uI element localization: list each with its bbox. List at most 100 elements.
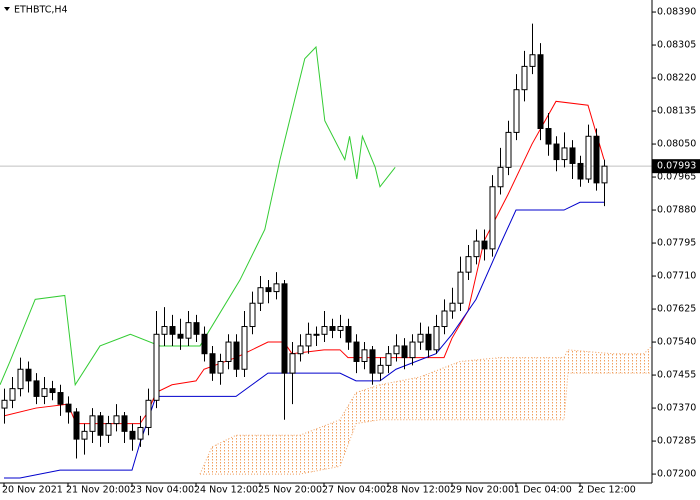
- candle-body: [137, 426, 144, 440]
- candle-body: [417, 333, 424, 343]
- y-tick-label: 0.07625: [657, 304, 696, 315]
- candle-body: [537, 54, 544, 130]
- candle-body: [353, 341, 360, 362]
- candle-body: [73, 411, 80, 440]
- menu-arrow[interactable]: [4, 7, 10, 11]
- candle-body: [465, 256, 472, 273]
- candle-body: [529, 54, 536, 67]
- y-tick-label: 0.07200: [657, 469, 696, 480]
- candle-body: [401, 345, 408, 359]
- candle-body: [65, 403, 72, 413]
- candle-body: [545, 128, 552, 145]
- candle-body: [369, 349, 376, 374]
- cloud-lower: [200, 372, 652, 475]
- candle-body: [377, 364, 384, 374]
- y-tick-label: 0.07540: [657, 337, 696, 348]
- x-tick-label: 20 Nov 2021: [2, 485, 63, 496]
- candle-body: [241, 326, 248, 370]
- candle-body: [113, 415, 120, 425]
- candle-body: [337, 326, 344, 331]
- candle-body: [473, 240, 480, 258]
- candle-body: [201, 333, 208, 355]
- x-tick-label: 27 Nov 04:00: [322, 485, 386, 496]
- candle-body: [25, 368, 32, 382]
- cloud-fill: [200, 345, 652, 475]
- candle-body: [305, 333, 312, 347]
- candle-body: [297, 345, 304, 355]
- candle-body: [449, 302, 456, 312]
- candle-body: [409, 341, 416, 359]
- last-price-label: 0.07993: [657, 161, 696, 172]
- candle-body: [497, 166, 504, 188]
- candle-body: [121, 415, 128, 432]
- candle-body: [481, 240, 488, 250]
- candle-body: [361, 349, 368, 362]
- x-tick-label: 21 Nov 20:00: [66, 485, 130, 496]
- candle-body: [169, 326, 176, 335]
- candle-body: [161, 326, 168, 335]
- x-tick-label: 25 Nov 20:00: [258, 485, 322, 496]
- candle-body: [281, 283, 288, 374]
- candle-body: [329, 326, 336, 331]
- y-tick-label: 0.07880: [657, 205, 696, 216]
- candle-body: [433, 326, 440, 351]
- y-tick-label: 0.08135: [657, 106, 696, 117]
- candle-body: [513, 89, 520, 133]
- candle-body: [217, 360, 224, 374]
- candle-body: [553, 143, 560, 161]
- candle-body: [193, 322, 200, 335]
- candle-body: [89, 415, 96, 432]
- candle-body: [153, 333, 160, 401]
- indicator-line: [0, 45, 396, 387]
- candle-body: [601, 165, 608, 184]
- indicator-line: [4, 201, 604, 479]
- candle-body: [521, 65, 528, 91]
- candle-body: [57, 392, 64, 405]
- plot-area: [0, 23, 653, 479]
- candle-body: [9, 388, 16, 401]
- y-tick-label: 0.07370: [657, 403, 696, 414]
- y-tick-label: 0.07795: [657, 238, 696, 249]
- y-tick-label: 0.07455: [657, 370, 696, 381]
- y-tick-label: 0.08305: [657, 40, 696, 51]
- candle-body: [393, 345, 400, 355]
- candle-body: [593, 135, 600, 184]
- candle-body: [185, 322, 192, 339]
- candle-body: [321, 326, 328, 335]
- candle-body: [81, 430, 88, 440]
- candle-body: [49, 388, 56, 394]
- candle-body: [177, 333, 184, 339]
- candle-body: [289, 353, 296, 374]
- candle-body: [249, 302, 256, 328]
- candle-body: [1, 399, 8, 409]
- candle-body: [457, 271, 464, 304]
- candle-body: [145, 399, 152, 428]
- y-tick-label: 0.08220: [657, 73, 696, 84]
- x-tick-label: 1 Dec 04:00: [514, 485, 572, 496]
- y-tick-label: 0.07965: [657, 172, 696, 183]
- y-tick-label: 0.07710: [657, 271, 696, 282]
- candle-body: [225, 341, 232, 362]
- x-tick-label: 2 Dec 12:00: [578, 485, 636, 496]
- x-tick-label: 28 Nov 12:00: [386, 485, 450, 496]
- candle-body: [585, 135, 592, 180]
- candle-body: [265, 287, 272, 293]
- x-tick-label: 29 Nov 20:00: [450, 485, 514, 496]
- candle-body: [561, 147, 568, 161]
- candle-body: [577, 162, 584, 180]
- candle-body: [209, 353, 216, 374]
- candle-body: [345, 326, 352, 343]
- candle-body: [441, 310, 448, 328]
- y-tick-label: 0.08390: [657, 7, 696, 18]
- candle-body: [273, 283, 280, 293]
- candle-body: [257, 287, 264, 304]
- x-tick-label: 24 Nov 12:00: [194, 485, 258, 496]
- candle-body: [17, 368, 24, 390]
- candle-body: [489, 186, 496, 250]
- x-tick-label: 23 Nov 04:00: [130, 485, 194, 496]
- y-tick-label: 0.08050: [657, 139, 696, 150]
- candle-body: [129, 430, 136, 440]
- candle-body: [505, 131, 512, 168]
- y-tick-label: 0.07285: [657, 436, 696, 447]
